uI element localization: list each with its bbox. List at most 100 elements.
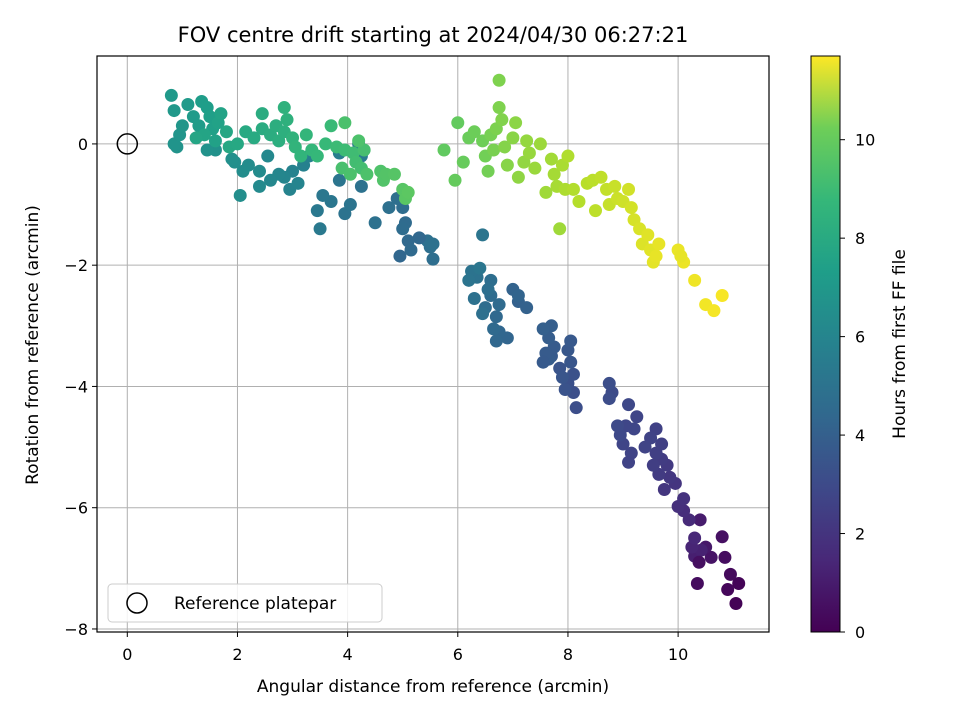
data-point (252, 164, 266, 178)
data-point (401, 185, 415, 199)
x-tick-label: 10 (668, 645, 688, 664)
data-point (456, 155, 470, 169)
data-point (715, 530, 729, 544)
data-point (175, 119, 189, 133)
data-point (522, 146, 536, 160)
colorbar-tick-label: 4 (855, 426, 865, 445)
data-point (509, 116, 523, 130)
data-point (690, 576, 704, 590)
data-point (343, 198, 357, 212)
data-point (233, 188, 247, 202)
x-tick-label: 2 (232, 645, 242, 664)
data-point (338, 116, 352, 130)
data-point (715, 288, 729, 302)
data-point (264, 173, 278, 187)
data-point (732, 576, 746, 590)
data-point (368, 216, 382, 230)
data-point (492, 101, 506, 115)
legend-label: Reference platepar (174, 594, 336, 614)
data-point (520, 134, 534, 148)
data-point (437, 143, 451, 157)
data-point (310, 149, 324, 163)
data-point (219, 125, 233, 139)
data-point (189, 131, 203, 145)
data-point (230, 137, 244, 151)
data-point (564, 334, 578, 348)
data-point (520, 301, 534, 315)
data-point (536, 322, 550, 336)
data-point (225, 152, 239, 166)
data-point (299, 128, 313, 142)
data-point (324, 119, 338, 133)
data-point (261, 149, 275, 163)
data-point (649, 249, 663, 263)
data-point (558, 382, 572, 396)
data-point (332, 173, 346, 187)
data-point (481, 164, 495, 178)
colorbar-tick-label: 8 (855, 229, 865, 248)
reference-point (116, 133, 139, 155)
data-point (602, 392, 616, 406)
data-point (387, 167, 401, 181)
data-point (489, 310, 503, 324)
data-point (569, 401, 583, 415)
data-point (319, 137, 333, 151)
data-point (500, 158, 514, 172)
data-point (426, 252, 440, 266)
data-point (704, 550, 718, 564)
data-points (164, 73, 746, 611)
y-tick-label: −2 (64, 256, 88, 275)
data-point (564, 355, 578, 369)
data-point (707, 304, 721, 318)
data-point (487, 322, 501, 336)
data-point (489, 334, 503, 348)
data-point (360, 167, 374, 181)
data-point (674, 249, 688, 263)
data-point (663, 470, 677, 484)
data-point (729, 597, 743, 611)
data-point (167, 104, 181, 118)
data-point (528, 161, 542, 175)
data-point (721, 583, 735, 597)
data-point (688, 531, 702, 545)
data-point (611, 419, 625, 433)
data-point (412, 231, 426, 245)
data-point (566, 182, 580, 196)
data-point (492, 73, 506, 87)
data-point (310, 204, 324, 218)
data-point (588, 204, 602, 218)
data-point (723, 567, 737, 581)
data-point (352, 134, 366, 148)
data-point (622, 398, 636, 412)
data-point (693, 513, 707, 527)
data-point (467, 125, 481, 139)
x-axis-ticks: 0 2 4 6 8 10 (122, 632, 688, 664)
y-axis-ticks: 0 −2 −4 −6 −8 (64, 135, 97, 639)
data-point (492, 298, 506, 312)
data-point (476, 228, 490, 242)
data-point (622, 182, 636, 196)
data-point (487, 143, 501, 157)
data-point (208, 134, 222, 148)
colorbar: 0 2 4 6 8 10 Hours from first FF file (810, 55, 910, 642)
data-point (692, 555, 706, 569)
data-point (343, 167, 357, 181)
y-tick-label: −8 (64, 620, 88, 639)
data-point (448, 173, 462, 187)
data-point (646, 458, 660, 472)
legend-marker (126, 592, 148, 614)
colorbar-tick-label: 10 (855, 131, 875, 150)
data-point (555, 370, 569, 384)
colorbar-ticks: 0 2 4 6 8 10 (840, 131, 875, 642)
data-point (561, 149, 575, 163)
data-point (602, 376, 616, 390)
y-tick-label: −6 (64, 499, 88, 518)
data-point (313, 222, 327, 236)
data-point (677, 492, 691, 506)
x-tick-label: 8 (563, 645, 573, 664)
data-point (426, 237, 440, 251)
data-point (498, 140, 512, 154)
y-axis-label: Rotation from reference (arcmin) (23, 205, 43, 485)
colorbar-tick-label: 6 (855, 328, 865, 347)
